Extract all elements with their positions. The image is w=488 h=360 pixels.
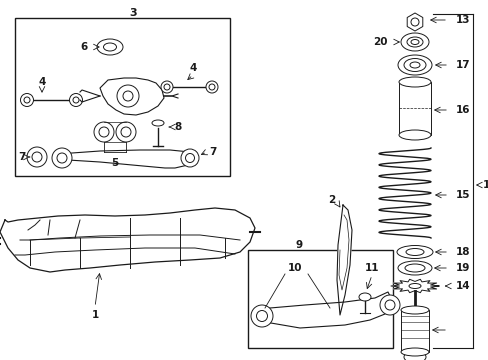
Ellipse shape: [94, 122, 114, 142]
Ellipse shape: [410, 18, 418, 26]
Bar: [247, 250, 392, 348]
Text: 2: 2: [328, 195, 335, 205]
Text: 3: 3: [129, 8, 137, 18]
Ellipse shape: [163, 84, 170, 90]
Ellipse shape: [410, 40, 418, 45]
Text: 17: 17: [455, 60, 469, 70]
Ellipse shape: [384, 300, 394, 310]
Ellipse shape: [152, 120, 163, 126]
Text: 16: 16: [455, 105, 469, 115]
Ellipse shape: [397, 55, 431, 75]
Ellipse shape: [400, 306, 428, 314]
Text: 11: 11: [364, 263, 379, 273]
Polygon shape: [256, 292, 391, 328]
Ellipse shape: [400, 348, 428, 356]
Ellipse shape: [405, 248, 423, 256]
Bar: [15, 18, 229, 176]
Text: 7: 7: [18, 152, 26, 162]
Text: 4: 4: [189, 63, 196, 73]
Ellipse shape: [408, 284, 420, 288]
Bar: [400, 310, 428, 352]
Ellipse shape: [123, 91, 133, 101]
Ellipse shape: [161, 81, 173, 93]
Ellipse shape: [99, 127, 109, 137]
Ellipse shape: [20, 94, 34, 107]
Text: 1: 1: [91, 310, 99, 320]
Text: 4: 4: [38, 77, 45, 87]
Ellipse shape: [32, 152, 42, 162]
Text: 20: 20: [373, 37, 387, 47]
Ellipse shape: [396, 246, 432, 258]
Ellipse shape: [403, 58, 425, 72]
Ellipse shape: [205, 81, 218, 93]
Text: 8: 8: [174, 122, 181, 132]
Text: 5: 5: [111, 158, 119, 168]
Polygon shape: [390, 279, 438, 293]
Text: 14: 14: [455, 281, 469, 291]
Ellipse shape: [397, 261, 431, 275]
Ellipse shape: [208, 84, 215, 90]
Polygon shape: [55, 150, 196, 168]
Bar: [398, 82, 430, 135]
Ellipse shape: [358, 293, 370, 301]
Polygon shape: [407, 13, 422, 31]
Ellipse shape: [398, 77, 430, 87]
Ellipse shape: [256, 310, 267, 321]
Ellipse shape: [121, 127, 131, 137]
Text: 10: 10: [287, 263, 302, 273]
Ellipse shape: [73, 97, 79, 103]
Ellipse shape: [24, 97, 30, 103]
Ellipse shape: [97, 39, 123, 55]
Ellipse shape: [52, 148, 72, 168]
Text: 7: 7: [209, 147, 216, 157]
Text: 18: 18: [455, 247, 469, 257]
Ellipse shape: [57, 153, 67, 163]
Ellipse shape: [398, 130, 430, 140]
Text: 15: 15: [455, 190, 469, 200]
Ellipse shape: [250, 305, 272, 327]
Ellipse shape: [185, 153, 194, 162]
Ellipse shape: [406, 37, 422, 47]
Ellipse shape: [181, 149, 199, 167]
Polygon shape: [100, 78, 163, 115]
Text: 19: 19: [455, 263, 469, 273]
Ellipse shape: [117, 85, 139, 107]
Polygon shape: [0, 208, 254, 272]
Text: 13: 13: [455, 15, 469, 25]
Ellipse shape: [409, 62, 419, 68]
Text: 9: 9: [295, 240, 302, 250]
Ellipse shape: [116, 122, 136, 142]
Ellipse shape: [27, 147, 47, 167]
Ellipse shape: [69, 94, 82, 107]
Ellipse shape: [103, 43, 116, 51]
Ellipse shape: [379, 295, 399, 315]
Text: 6: 6: [80, 42, 87, 52]
Polygon shape: [336, 205, 351, 315]
Text: 12: 12: [482, 180, 488, 190]
Ellipse shape: [403, 351, 425, 360]
Ellipse shape: [400, 33, 428, 51]
Ellipse shape: [404, 264, 424, 272]
